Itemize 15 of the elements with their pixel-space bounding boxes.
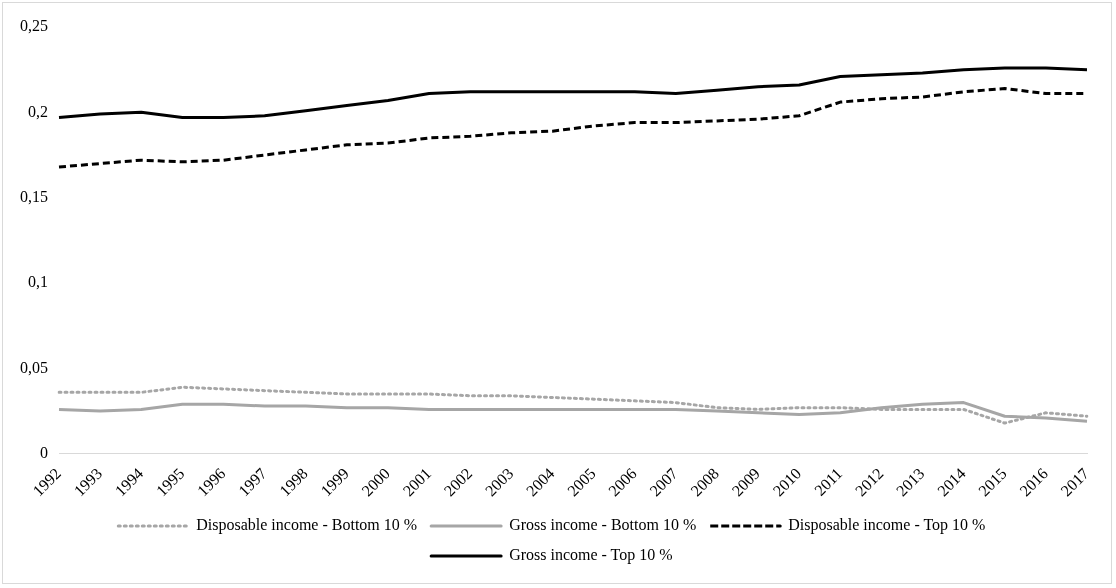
legend-label: Gross income - Top 10 % — [509, 546, 673, 565]
x-tick-label: 2011 — [811, 464, 846, 499]
legend-label: Disposable income - Top 10 % — [788, 516, 986, 535]
line-series — [57, 385, 1089, 425]
y-tick-label: 0,25 — [20, 17, 48, 35]
y-tick-label: 0,05 — [20, 358, 48, 376]
legend-label: Gross income - Bottom 10 % — [509, 516, 697, 534]
x-tick-label: 1999 — [317, 464, 352, 500]
x-tick-label: 1993 — [70, 464, 106, 500]
y-tick-label: 0,2 — [28, 102, 48, 120]
y-tick-label: 0,15 — [20, 187, 48, 205]
y-tick-label: 0,1 — [28, 273, 48, 291]
legend-label: Disposable income - Bottom 10 % — [196, 516, 418, 535]
x-tick-label: 1992 — [29, 464, 65, 500]
y-tick-label: 0 — [40, 444, 48, 461]
